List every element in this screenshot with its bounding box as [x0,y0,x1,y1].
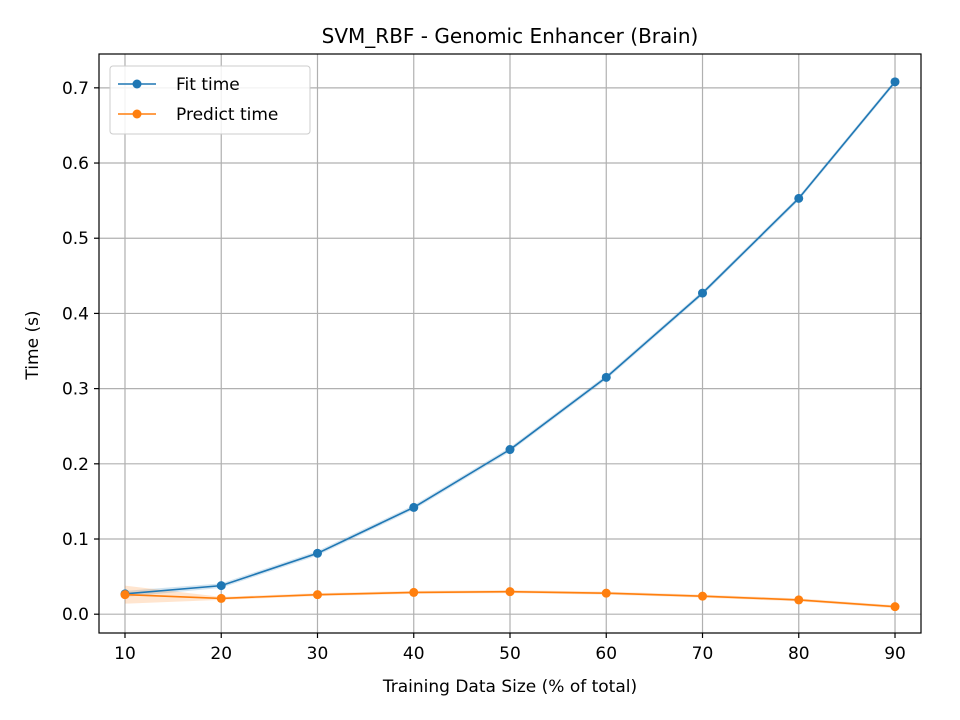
fit-time-point [312,548,322,558]
predict-time-point [601,588,611,598]
legend-fit-time-marker [132,79,142,89]
x-axis-label: Training Data Size (% of total) [382,677,637,697]
fit-time-point [505,445,515,455]
y-tick-label: 0.7 [62,79,89,99]
y-tick-label: 0.1 [62,530,89,550]
predict-time-point [890,602,900,612]
x-tick-label: 10 [114,644,136,664]
x-axis-ticks: 10 20 30 40 50 60 70 80 90 [114,633,906,664]
fit-time-point [216,581,226,591]
legend-predict-time-marker [132,109,142,119]
y-tick-label: 0.0 [62,605,89,625]
y-tick-label: 0.5 [62,229,89,249]
fit-time-point [698,288,708,298]
legend: Fit time Predict time [109,65,311,135]
predict-time-point [216,593,226,603]
fit-time-point [794,193,804,203]
y-tick-label: 0.6 [62,154,89,174]
x-tick-label: 20 [210,644,232,664]
y-axis-ticks: 0.0 0.1 0.2 0.3 0.4 0.5 0.6 0.7 [62,79,99,625]
x-tick-label: 50 [499,644,521,664]
legend-box [109,65,311,135]
y-axis-label: Time (s) [23,310,43,380]
x-tick-label: 30 [307,644,329,664]
predict-time-point [409,587,419,597]
series-markers [120,77,900,612]
legend-predict-time-label: Predict time [176,105,278,125]
predict-time-point [698,591,708,601]
x-tick-label: 40 [403,644,425,664]
fit-time-point [601,372,611,382]
y-tick-label: 0.2 [62,455,89,475]
predict-time-point [120,590,130,600]
legend-fit-time-label: Fit time [176,75,240,95]
x-tick-label: 80 [788,644,810,664]
fit-time-point [890,77,900,87]
y-tick-label: 0.3 [62,380,89,400]
fit-time-point [409,502,419,512]
x-tick-label: 90 [884,644,906,664]
predict-time-point [312,590,322,600]
grid [99,54,921,633]
y-tick-label: 0.4 [62,304,89,324]
predict-time-point [505,587,515,597]
x-tick-label: 70 [692,644,714,664]
predict-time-point [794,595,804,605]
x-tick-label: 60 [595,644,617,664]
chart-title: SVM_RBF - Genomic Enhancer (Brain) [322,24,699,48]
